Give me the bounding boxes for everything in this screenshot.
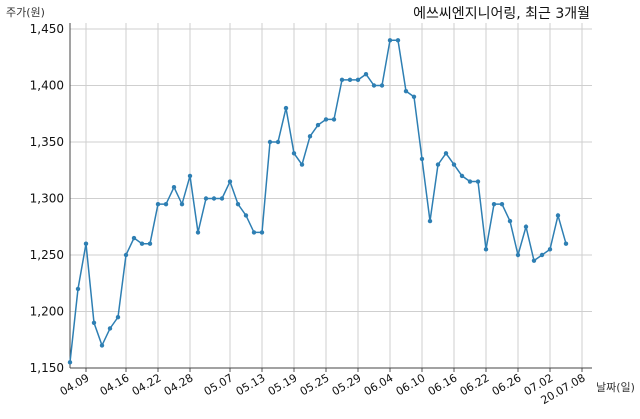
data-point [219, 196, 225, 201]
data-point [155, 201, 161, 207]
data-point [539, 252, 545, 258]
data-point [211, 196, 217, 201]
data-point [347, 77, 353, 83]
x-tick-label: 04.22 [130, 371, 164, 398]
x-tick-label: 05.25 [298, 371, 332, 398]
data-point [411, 94, 417, 100]
data-point [195, 230, 201, 235]
data-point [475, 179, 481, 184]
data-point [147, 241, 153, 246]
data-point [107, 326, 113, 331]
data-point [307, 134, 313, 139]
x-tick-label: 05.07 [202, 371, 236, 398]
data-point [451, 162, 457, 167]
data-point [387, 38, 393, 43]
data-point [371, 83, 377, 88]
y-tick-label: 1,350 [30, 135, 64, 149]
y-tick-label: 1,200 [30, 305, 64, 319]
data-point [243, 213, 249, 218]
data-point [531, 258, 537, 263]
y-tick-label: 1,450 [30, 22, 64, 36]
chart-title: 에쓰씨엔지니어링, 최근 3개월 [413, 6, 590, 22]
data-point [115, 314, 121, 320]
x-tick-label: 05.29 [330, 371, 364, 398]
data-point [515, 252, 521, 258]
x-tick-label: 06.16 [426, 371, 460, 398]
data-point [163, 201, 169, 207]
data-point [67, 360, 73, 365]
data-point [227, 179, 233, 184]
x-tick-label: 06.26 [490, 371, 524, 398]
horizontal-gridlines [70, 28, 592, 369]
data-point [123, 252, 129, 258]
data-point [251, 230, 257, 235]
y-tick-label: 1,250 [30, 248, 64, 262]
data-point [187, 173, 193, 179]
data-point [467, 179, 473, 184]
data-point [403, 88, 409, 94]
data-point [547, 247, 553, 252]
data-point [339, 77, 345, 83]
y-tick-label: 1,150 [30, 361, 64, 375]
data-point [171, 185, 177, 190]
data-point [203, 196, 209, 201]
data-point [179, 201, 185, 207]
data-point [483, 247, 489, 252]
data-point [315, 122, 321, 128]
x-tick-label: 05.13 [234, 371, 268, 398]
data-point [355, 77, 361, 83]
data-point [395, 38, 401, 43]
x-tick-label: 06.10 [394, 371, 428, 398]
data-point [259, 230, 265, 235]
data-point [427, 218, 433, 224]
y-tick-label: 1,400 [30, 79, 64, 93]
data-point [291, 151, 297, 156]
x-tick-label: 04.16 [98, 371, 132, 398]
price-line [69, 39, 567, 363]
data-point [555, 213, 561, 218]
data-point [443, 151, 449, 156]
data-point [99, 343, 105, 348]
data-point [435, 162, 441, 167]
data-point [83, 241, 89, 246]
data-point [523, 224, 529, 229]
data-point [283, 105, 289, 111]
axes [69, 23, 592, 369]
data-point [139, 241, 145, 246]
data-point [379, 83, 385, 88]
y-axis-title: 주가(원) [6, 6, 45, 19]
data-point [459, 173, 465, 179]
x-tick-label: 06.04 [362, 371, 396, 398]
data-point [131, 235, 137, 241]
x-axis-title: 날짜(일) [596, 380, 635, 394]
data-point [491, 201, 497, 207]
data-point [563, 241, 569, 246]
data-point [323, 117, 329, 122]
data-point [275, 139, 281, 145]
x-tick-label: 04.09 [58, 371, 92, 398]
data-point [267, 139, 273, 145]
data-point [235, 201, 241, 207]
data-point [75, 286, 81, 292]
data-point [331, 117, 337, 122]
vertical-gridlines [85, 23, 583, 372]
data-point [419, 156, 425, 162]
x-tick-label: 05.19 [266, 371, 300, 398]
x-tick-label: 06.22 [458, 371, 492, 398]
data-point [507, 218, 513, 224]
y-tick-labels: 1,150 1,200 1,250 1,300 1,350 1,400 1,450 [30, 22, 64, 375]
price-series [67, 38, 569, 365]
data-point [363, 72, 369, 77]
data-point [91, 320, 97, 325]
x-tick-label: 04.28 [162, 371, 196, 398]
data-point [499, 201, 505, 207]
y-tick-label: 1,300 [30, 192, 64, 206]
data-point [299, 162, 305, 167]
